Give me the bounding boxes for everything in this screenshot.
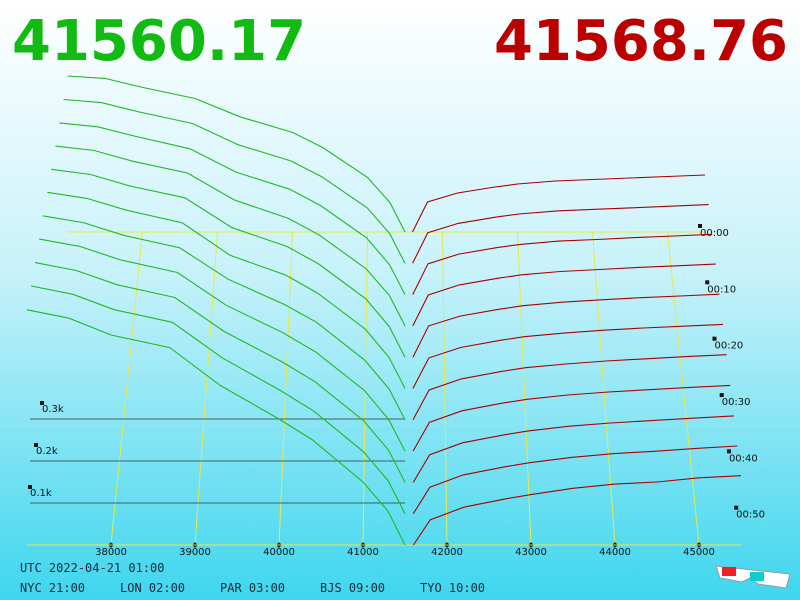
time-tick-label: 00:30 bbox=[722, 397, 751, 408]
bid-depth-line bbox=[59, 122, 406, 295]
x-tick-label: 39000 bbox=[179, 547, 211, 558]
ask-depth-line bbox=[412, 415, 734, 483]
x-tick-label: 41000 bbox=[347, 547, 379, 558]
bid-depth-line bbox=[67, 75, 406, 233]
utc-time: UTC 2022-04-21 01:00 bbox=[20, 561, 165, 575]
x-tick-label: 38000 bbox=[95, 547, 127, 558]
price-grid-line bbox=[110, 231, 143, 546]
tick-marker bbox=[712, 336, 717, 341]
price-grid-line bbox=[442, 231, 448, 546]
x-tick-label: 43000 bbox=[515, 547, 547, 558]
time-tick-label: 00:50 bbox=[736, 510, 765, 521]
x-tick-label: 42000 bbox=[431, 547, 463, 558]
ask-depth-line bbox=[412, 174, 706, 233]
ask-depth-line bbox=[412, 445, 738, 514]
tick-marker bbox=[28, 485, 32, 489]
x-tick-label: 44000 bbox=[599, 547, 631, 558]
time-tick-label: 00:10 bbox=[707, 284, 736, 295]
tick-marker bbox=[719, 393, 724, 398]
ask-depth-line bbox=[412, 263, 716, 327]
best-bid: 41560.17 bbox=[12, 9, 306, 74]
bid-depth-line bbox=[51, 168, 406, 358]
tick-marker bbox=[34, 443, 38, 447]
ask-depth-line bbox=[412, 323, 724, 389]
bid-depth-line bbox=[34, 262, 406, 483]
tick-marker bbox=[40, 401, 44, 405]
price-grid-line bbox=[667, 231, 700, 546]
clock: PAR 03:00 bbox=[220, 581, 285, 595]
bid-depth-line bbox=[43, 215, 406, 421]
bid-depth-line bbox=[30, 285, 406, 514]
x-tick-label: 40000 bbox=[263, 547, 295, 558]
price-grid-line bbox=[517, 231, 532, 546]
bid-depth-line bbox=[47, 191, 406, 389]
tick-marker bbox=[726, 449, 731, 454]
bid-depth-line bbox=[55, 145, 406, 327]
tick-marker bbox=[734, 505, 739, 510]
tick-marker bbox=[698, 224, 702, 228]
glasses-icon bbox=[715, 565, 791, 589]
bid-depth-line bbox=[26, 309, 406, 546]
ask-depth-line bbox=[412, 354, 727, 421]
time-tick-label: 00:00 bbox=[700, 228, 729, 239]
z-tick-label: 0.2k bbox=[36, 446, 58, 457]
ask-depth-line bbox=[412, 204, 709, 264]
x-tick-label: 45000 bbox=[683, 547, 715, 558]
z-tick-label: 0.3k bbox=[42, 404, 64, 415]
ask-depth-line bbox=[412, 475, 742, 546]
time-tick-label: 00:20 bbox=[714, 341, 743, 352]
price-grid-line bbox=[194, 231, 218, 546]
clock: TYO 10:00 bbox=[420, 581, 485, 595]
clock: LON 02:00 bbox=[120, 581, 185, 595]
time-tick-label: 00:40 bbox=[729, 453, 758, 464]
bid-depth-line bbox=[63, 98, 406, 264]
ask-depth-line bbox=[412, 384, 731, 452]
best-ask: 41568.76 bbox=[494, 9, 788, 74]
price-grid-line bbox=[362, 231, 368, 546]
clock: NYC 21:00 bbox=[20, 581, 85, 595]
bid-depth-line bbox=[39, 238, 406, 452]
clock: BJS 09:00 bbox=[320, 581, 385, 595]
price-grid-line bbox=[592, 231, 616, 546]
ask-depth-line bbox=[412, 293, 720, 358]
tick-marker bbox=[705, 280, 710, 285]
price-grid-line bbox=[278, 231, 293, 546]
ask-depth-line bbox=[412, 233, 713, 295]
z-tick-label: 0.1k bbox=[30, 488, 52, 499]
